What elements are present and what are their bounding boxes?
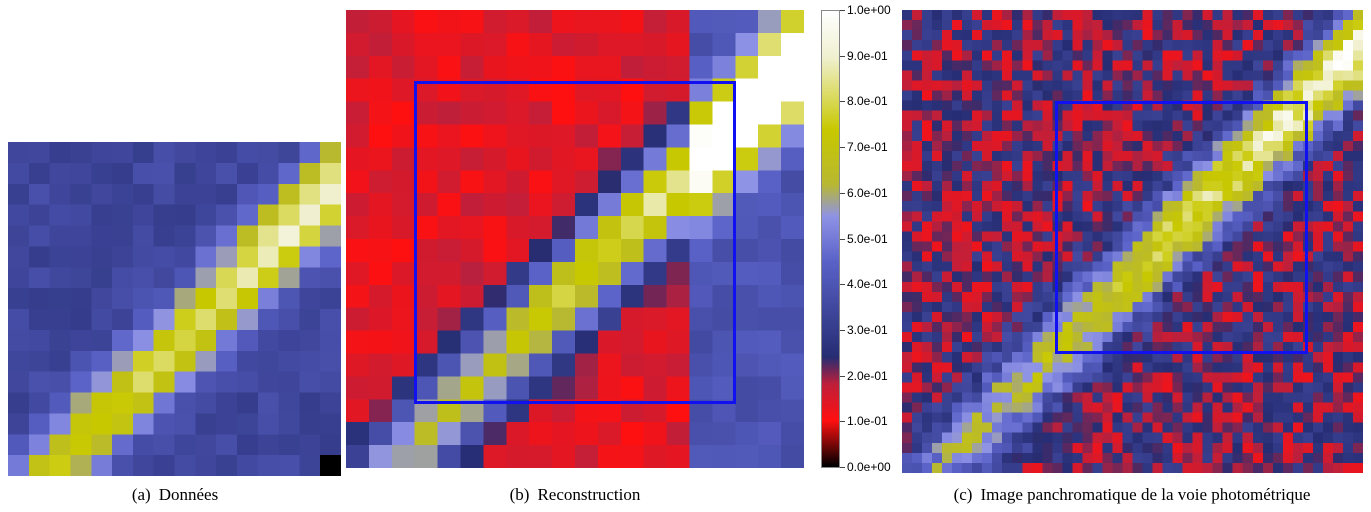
panchromatic-roi-box [1055, 101, 1308, 354]
panchromatic-image [902, 10, 1363, 473]
colorbar-tick-label: 1.0e+00 [847, 3, 891, 17]
colorbar-tick [840, 329, 845, 331]
caption-a: (a) Données [132, 485, 218, 505]
reconstruction-image [346, 10, 804, 468]
panel-data [8, 142, 341, 476]
colorbar-tick-label: 3.0e-01 [847, 322, 888, 337]
colorbar-tick [840, 192, 845, 194]
panel-reconstruction [346, 10, 804, 468]
colorbar-tick [840, 147, 845, 149]
colorbar-tick-label: 7.0e-01 [847, 140, 888, 155]
colorbar-tick [840, 238, 845, 240]
colorbar-tick [840, 284, 845, 286]
data-image [8, 142, 341, 476]
colorbar-tick [840, 10, 845, 11]
colorbar-tick [840, 375, 845, 377]
caption-a-text: Données [158, 485, 219, 504]
caption-c-text: Image panchromatique de la voie photomét… [980, 485, 1311, 504]
caption-b-label: (b) [509, 485, 530, 504]
colorbar-tick [840, 467, 845, 468]
caption-b: (b) Reconstruction [510, 485, 641, 505]
reconstruction-roi-box [414, 81, 736, 404]
colorbar-tick-label: 0.0e+00 [847, 460, 891, 474]
caption-c: (c) Image panchromatique de la voie photo… [954, 485, 1311, 505]
colorbar-tick-label: 2.0e-01 [847, 368, 888, 383]
colorbar-tick-label: 9.0e-01 [847, 48, 888, 63]
colorbar-tick [840, 55, 845, 57]
colorbar-tick-label: 1.0e-01 [847, 414, 888, 429]
colorbar-tick-label: 5.0e-01 [847, 231, 888, 246]
colorbar-tick-label: 8.0e-01 [847, 94, 888, 109]
caption-a-label: (a) [131, 485, 151, 504]
colorbar-tick [840, 101, 845, 103]
colorbar-tick [840, 421, 845, 423]
panel-panchromatic [902, 10, 1363, 473]
caption-c-label: (c) [953, 485, 973, 504]
colorbar-tick-label: 6.0e-01 [847, 185, 888, 200]
colorbar [821, 10, 840, 468]
colorbar-tick-label: 4.0e-01 [847, 277, 888, 292]
caption-b-text: Reconstruction [537, 485, 641, 504]
